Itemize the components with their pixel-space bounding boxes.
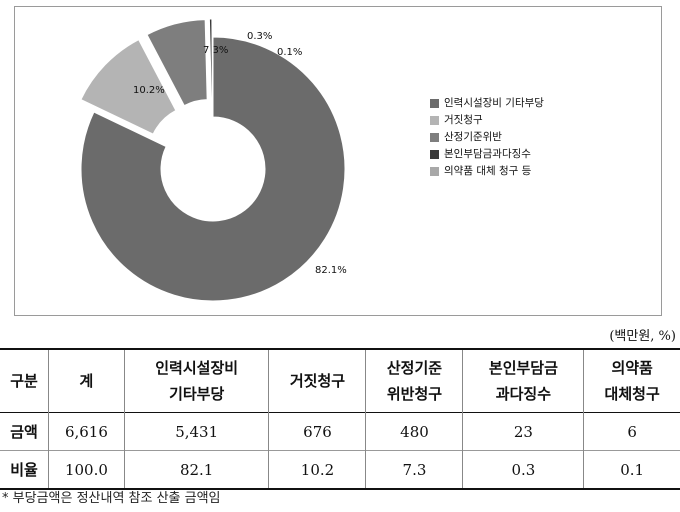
slice-label-3: 7.3% (203, 45, 228, 56)
legend-label: 거짓청구 (444, 114, 483, 126)
legend-label: 산정기준위반 (444, 131, 502, 143)
donut-slice-2 (80, 38, 177, 135)
donut-slice-3 (146, 19, 208, 107)
legend-item: 거짓청구 (430, 112, 544, 129)
table-body: 금액 6,616 5,431 676 480 23 6 비율 100.0 82.1 10.2 7.3 0… (0, 412, 680, 489)
table-header-row: 구분 계 인력시설장비 기타부당 거짓청구 산정기준 위반청구 본인부담금 과다징수 의약품 대체청… (0, 349, 680, 413)
legend-item: 산정기준위반 (430, 129, 544, 146)
table-cell: 7.3 (365, 450, 463, 489)
table-cell: 0.1 (583, 450, 680, 489)
slice-label-4: 0.3% (247, 31, 272, 42)
table-row: 금액 6,616 5,431 676 480 23 6 (0, 412, 680, 451)
legend-item: 본인부담금과다징수 (430, 146, 544, 163)
legend-label: 의약품 대체 청구 등 (444, 165, 532, 177)
table-cell: 6,616 (48, 412, 125, 451)
table-header-cell: 본인부담금 과다징수 (462, 349, 584, 413)
table-cell: 금액 (10, 423, 38, 441)
donut-slice-1 (80, 36, 346, 302)
legend-swatch (430, 133, 439, 142)
footnote: * 부당금액은 정산내역 참조 산출 금액임 (2, 491, 221, 506)
donut-slice-5 (211, 18, 214, 100)
data-table: 구분 계 인력시설장비 기타부당 거짓청구 산정기준 위반청구 본인부담금 과다징수 의약품 대체청… (0, 348, 680, 490)
legend-label: 인력시설장비 기타부당 (444, 97, 544, 109)
table-cell: 6 (583, 412, 680, 451)
legend-swatch (430, 167, 439, 176)
slice-label-1: 82.1% (315, 265, 347, 276)
table-cell: 23 (462, 412, 584, 451)
table-header-cell: 의약품 대체청구 (583, 349, 680, 413)
legend-item: 인력시설장비 기타부당 (430, 95, 544, 112)
table-header-cell: 계 (48, 349, 125, 413)
slice-label-2: 10.2% (133, 85, 165, 96)
table-cell: 100.0 (48, 450, 125, 489)
table-header-cell: 구분 (10, 372, 38, 390)
table-cell: 10.2 (268, 450, 366, 489)
legend-swatch (430, 116, 439, 125)
table-header-cell: 인력시설장비 기타부당 (123, 349, 269, 413)
table-header-cell: 거짓청구 (268, 349, 366, 413)
table-cell: 480 (365, 412, 463, 451)
table-cell: 5,431 (123, 412, 269, 451)
table-cell: 82.1 (123, 450, 269, 489)
unit-note: (백만원, %) (609, 329, 676, 344)
legend-swatch (430, 150, 439, 159)
slice-label-5: 0.1% (277, 47, 302, 58)
legend-label: 본인부담금과다징수 (444, 148, 531, 160)
legend-swatch (430, 99, 439, 108)
table-cell: 0.3 (462, 450, 584, 489)
table-header-cell: 산정기준 위반청구 (365, 349, 463, 413)
donut-chart: 82.1% 10.2% 7.3% 0.3% 0.1% (80, 18, 347, 302)
legend-item: 의약품 대체 청구 등 (430, 163, 544, 180)
table-row: 비율 100.0 82.1 10.2 7.3 0.3 0.1 (0, 450, 680, 489)
table-cell: 비율 (10, 461, 38, 479)
table-cell: 676 (268, 412, 366, 451)
